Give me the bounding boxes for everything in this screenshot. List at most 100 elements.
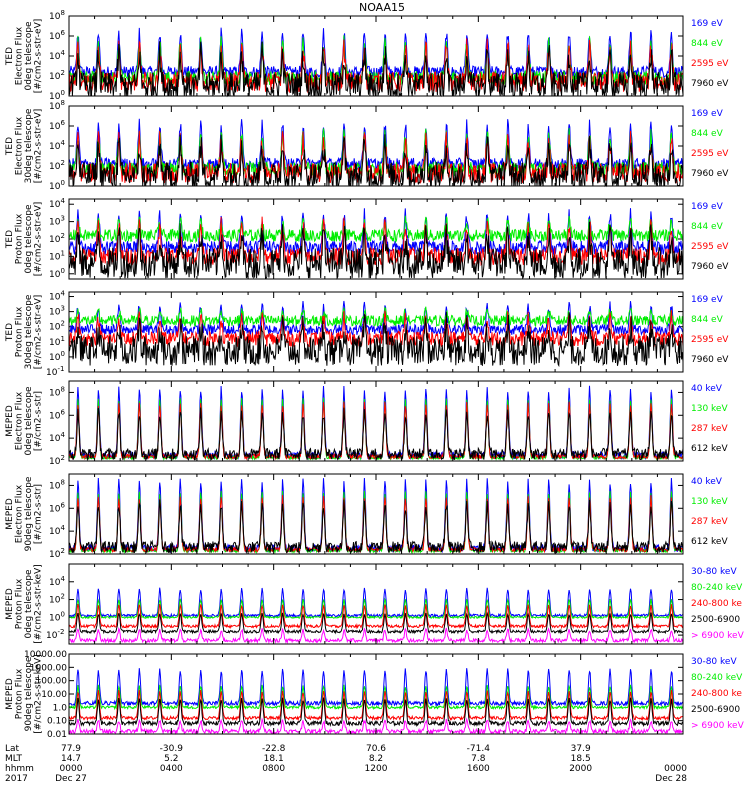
legend-entry: 7960 eV xyxy=(691,79,729,89)
panel-ylabel-line: Proton Flux xyxy=(15,668,25,719)
legend-entry: 169 eV xyxy=(691,295,724,305)
series-line xyxy=(68,306,684,328)
panel-ylabel-line: TED xyxy=(5,323,15,342)
legend-entry: 30-80 keV xyxy=(691,567,737,577)
panel-ylabel-line: [#/cm2-s-str-eV] xyxy=(34,19,44,94)
y-tick-label: 106 xyxy=(49,501,65,514)
y-tick-label: 0.10 xyxy=(47,717,67,727)
legend-entry: 240-800 ke xyxy=(691,599,742,609)
y-tick-label: 102 xyxy=(49,454,65,467)
panel-ylabel-line: MEPED xyxy=(5,678,15,710)
legend-entry: 7960 eV xyxy=(691,355,729,365)
y-tick-label: 104 xyxy=(49,139,65,152)
y-tick-label: 104 xyxy=(49,49,65,62)
series-line xyxy=(68,684,684,711)
legend-entry: 612 keV xyxy=(691,537,728,547)
series-line xyxy=(68,134,684,188)
y-tick-label: 102 xyxy=(49,159,65,172)
legend-entry: 240-800 ke xyxy=(691,689,742,699)
x-axis-row-label: MLT xyxy=(5,754,23,764)
panel-ylabel-line: MEPED xyxy=(5,588,15,620)
series-line xyxy=(68,38,684,94)
panel-ylabel-line: [#/cm2-s-str-keV] xyxy=(34,564,44,643)
legend-entry: 2500-6900 xyxy=(691,615,740,625)
legend-entry: 844 eV xyxy=(691,222,724,232)
legend-entry: 287 keV xyxy=(691,517,728,527)
legend-entry: 40 keV xyxy=(691,384,723,394)
y-tick-label: 102 xyxy=(49,593,65,606)
panel-ylabel-line: 90deg telescope xyxy=(24,656,34,731)
legend-entry: 169 eV xyxy=(691,19,724,29)
y-tick-label: 1.0 xyxy=(53,703,68,713)
legend-entry: > 6900 keV xyxy=(691,721,745,731)
legend-entry: 80-240 keV xyxy=(691,583,743,593)
x-axis-value: 7.8 xyxy=(471,754,486,764)
y-tick-label: 104 xyxy=(49,197,65,210)
y-tick-label: 10.00 xyxy=(41,690,67,700)
series-line xyxy=(68,697,684,728)
legend-entry: 40 keV xyxy=(691,477,723,487)
x-axis-value: 77.9 xyxy=(61,744,81,754)
y-tick-label: 103 xyxy=(49,305,65,318)
legend-entry: 2595 eV xyxy=(691,335,729,345)
series-line xyxy=(68,668,684,708)
series-line xyxy=(68,300,684,337)
panel-ylabel-line: 0deg telescope xyxy=(24,21,34,91)
y-tick-label: 10000.00 xyxy=(24,650,67,660)
panels-layer: TED Electron Flux 0deg telescope [#/cm2-s-s… xyxy=(5,9,745,740)
y-tick-label: 104 xyxy=(49,524,65,537)
panel-ylabel-line: Electron Flux xyxy=(15,391,25,450)
legend-entry: 287 keV xyxy=(691,424,728,434)
legend-entry: 844 eV xyxy=(691,39,724,49)
y-tick-label: 100 xyxy=(49,350,65,363)
x-axis-value: 0000 xyxy=(664,764,687,774)
y-tick-label: 102 xyxy=(49,547,65,560)
x-axis-value: 1600 xyxy=(467,764,490,774)
panel-ylabel-line: Electron Flux xyxy=(15,484,25,543)
x-axis-value: 14.7 xyxy=(61,754,81,764)
panel-7: MEPED Proton Flux 0deg telescope [#/cm2-s-s… xyxy=(5,563,745,645)
series-line xyxy=(68,208,684,256)
x-axis-value: 1200 xyxy=(365,764,388,774)
panel-ylabel-line: [#/cm2-s-str-eV] xyxy=(34,202,44,277)
y-tick-label: 102 xyxy=(49,320,65,333)
legend-entry: 844 eV xyxy=(691,129,724,139)
y-tick-label: 104 xyxy=(49,575,65,588)
legend-entry: 7960 eV xyxy=(691,262,729,272)
y-tick-label: 102 xyxy=(49,232,65,245)
legend-entry: 2595 eV xyxy=(691,242,729,252)
y-tick-label: 108 xyxy=(49,9,65,22)
series-line xyxy=(68,689,684,722)
panel-ylabel-line: TED xyxy=(5,137,15,156)
panel-ylabel-line: TED xyxy=(5,230,15,249)
panel-2: TED Electron Flux 30deg telescope [#/cm2-s-… xyxy=(5,99,729,192)
x-axis-value: 37.9 xyxy=(571,744,591,754)
y-tick-label: 100 xyxy=(49,267,65,280)
y-tick-label: 100 xyxy=(49,610,65,623)
series-line xyxy=(68,221,684,280)
y-tick-label: 101 xyxy=(49,249,65,262)
x-axis-value: Dec 27 xyxy=(55,774,87,784)
series-line xyxy=(68,603,684,630)
panel-ylabel-line: [#/cm2-s-str-keV] xyxy=(34,654,44,733)
panel-ylabel-line: 90deg telescope xyxy=(24,476,34,551)
legend-entry: > 6900 keV xyxy=(691,631,745,641)
figure-title: NOAA15 xyxy=(359,1,405,14)
series-line xyxy=(68,597,684,620)
legend-entry: 130 keV xyxy=(691,404,728,414)
panel-ylabel-line: 0deg telescope xyxy=(24,386,34,456)
y-tick-label: 0.01 xyxy=(47,730,67,740)
x-axis-value: 0400 xyxy=(160,764,183,774)
y-tick-label: 10-1 xyxy=(46,365,64,378)
x-axis-value: 2000 xyxy=(569,764,592,774)
panel-1: TED Electron Flux 0deg telescope [#/cm2-s-s… xyxy=(5,9,729,102)
legend-entry: 169 eV xyxy=(691,109,724,119)
panel-4: TED Proton Flux 30deg telescope [#/cm2-s-st… xyxy=(5,290,729,378)
series-line xyxy=(68,311,684,368)
y-tick-label: 106 xyxy=(49,29,65,42)
panel-ylabel-line: MEPED xyxy=(5,405,15,437)
legend-entry: 2595 eV xyxy=(691,149,729,159)
series-line xyxy=(68,611,684,635)
